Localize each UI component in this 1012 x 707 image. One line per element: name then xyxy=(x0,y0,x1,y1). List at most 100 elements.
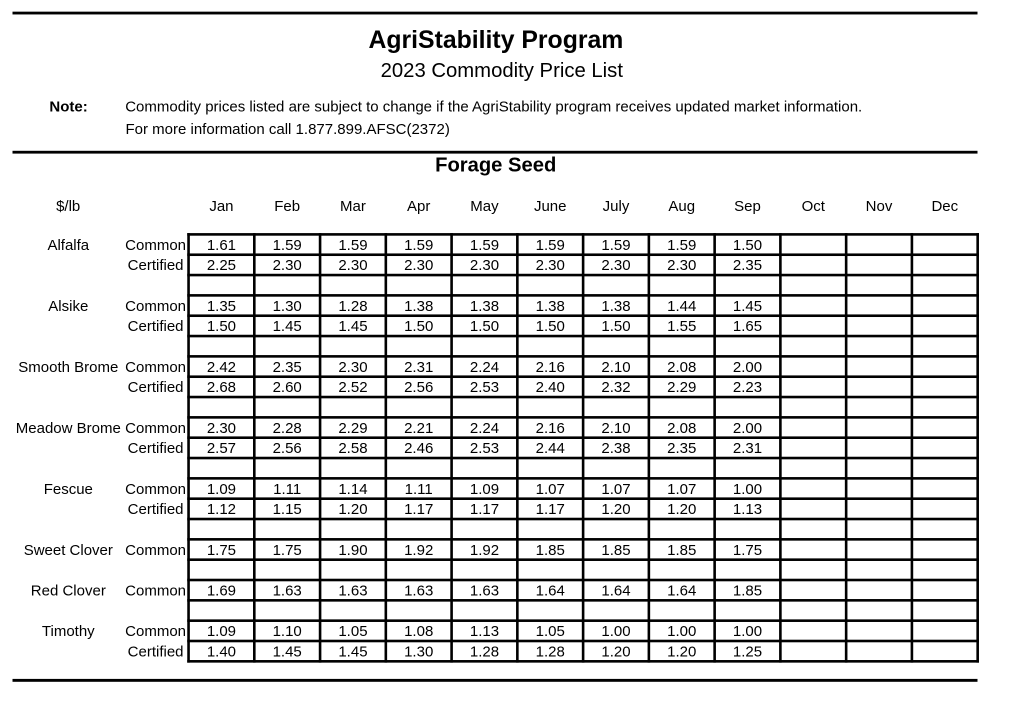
svg-text:Certified: Certified xyxy=(128,440,184,457)
svg-text:2.24: 2.24 xyxy=(470,420,499,437)
svg-text:1.45: 1.45 xyxy=(733,298,762,315)
svg-text:2.30: 2.30 xyxy=(338,257,367,274)
svg-text:2.57: 2.57 xyxy=(207,440,236,457)
svg-text:Common: Common xyxy=(125,359,186,376)
svg-text:Oct: Oct xyxy=(802,198,826,215)
svg-text:1.75: 1.75 xyxy=(273,542,302,559)
svg-text:1.13: 1.13 xyxy=(733,501,762,518)
svg-text:1.20: 1.20 xyxy=(601,501,630,518)
svg-text:1.38: 1.38 xyxy=(536,298,565,315)
svg-text:1.59: 1.59 xyxy=(536,237,565,254)
svg-text:2.25: 2.25 xyxy=(207,257,236,274)
svg-text:2.40: 2.40 xyxy=(536,379,565,396)
svg-text:1.09: 1.09 xyxy=(470,481,499,498)
svg-text:1.45: 1.45 xyxy=(273,643,302,660)
svg-text:1.92: 1.92 xyxy=(470,542,499,559)
svg-text:1.13: 1.13 xyxy=(470,623,499,640)
svg-text:Smooth Brome: Smooth Brome xyxy=(18,359,118,376)
svg-text:2.29: 2.29 xyxy=(338,420,367,437)
svg-text:Certified: Certified xyxy=(128,643,184,660)
svg-text:2.21: 2.21 xyxy=(404,420,433,437)
svg-text:2.53: 2.53 xyxy=(470,440,499,457)
svg-text:1.17: 1.17 xyxy=(470,501,499,518)
svg-text:1.17: 1.17 xyxy=(536,501,565,518)
svg-text:1.45: 1.45 xyxy=(338,643,367,660)
svg-text:2.10: 2.10 xyxy=(601,359,630,376)
svg-text:1.63: 1.63 xyxy=(338,582,367,599)
svg-text:1.09: 1.09 xyxy=(207,623,236,640)
svg-text:Sep: Sep xyxy=(734,198,761,215)
svg-text:Red Clover: Red Clover xyxy=(31,582,106,599)
svg-text:1.40: 1.40 xyxy=(207,643,236,660)
svg-text:2.24: 2.24 xyxy=(470,359,499,376)
svg-text:Common: Common xyxy=(125,481,186,498)
svg-text:1.20: 1.20 xyxy=(667,643,696,660)
svg-text:1.44: 1.44 xyxy=(667,298,696,315)
svg-text:Common: Common xyxy=(125,298,186,315)
svg-text:2.30: 2.30 xyxy=(273,257,302,274)
svg-text:1.64: 1.64 xyxy=(667,582,696,599)
svg-text:2.46: 2.46 xyxy=(404,440,433,457)
svg-text:2.30: 2.30 xyxy=(667,257,696,274)
svg-text:Alsike: Alsike xyxy=(48,298,88,315)
svg-text:1.59: 1.59 xyxy=(338,237,367,254)
svg-text:2.35: 2.35 xyxy=(667,440,696,457)
svg-text:2.31: 2.31 xyxy=(404,359,433,376)
svg-text:Certified: Certified xyxy=(128,501,184,518)
svg-text:2.56: 2.56 xyxy=(273,440,302,457)
svg-text:2.56: 2.56 xyxy=(404,379,433,396)
svg-text:1.10: 1.10 xyxy=(273,623,302,640)
svg-text:1.38: 1.38 xyxy=(601,298,630,315)
svg-text:2.31: 2.31 xyxy=(733,440,762,457)
svg-text:2.00: 2.00 xyxy=(733,359,762,376)
svg-text:1.05: 1.05 xyxy=(338,623,367,640)
svg-text:1.64: 1.64 xyxy=(536,582,565,599)
svg-text:1.59: 1.59 xyxy=(404,237,433,254)
svg-text:2.30: 2.30 xyxy=(470,257,499,274)
svg-text:2.60: 2.60 xyxy=(273,379,302,396)
svg-text:2.00: 2.00 xyxy=(733,420,762,437)
svg-text:2023 Commodity Price List: 2023 Commodity Price List xyxy=(381,60,624,82)
svg-text:1.45: 1.45 xyxy=(273,318,302,335)
svg-text:$/lb: $/lb xyxy=(56,198,80,215)
svg-text:1.65: 1.65 xyxy=(733,318,762,335)
svg-text:2.32: 2.32 xyxy=(601,379,630,396)
svg-text:Mar: Mar xyxy=(340,198,366,215)
svg-text:1.00: 1.00 xyxy=(733,623,762,640)
svg-text:1.00: 1.00 xyxy=(733,481,762,498)
svg-text:July: July xyxy=(603,198,630,215)
svg-text:1.50: 1.50 xyxy=(601,318,630,335)
svg-text:1.08: 1.08 xyxy=(404,623,433,640)
svg-text:Jan: Jan xyxy=(209,198,233,215)
svg-text:2.30: 2.30 xyxy=(338,359,367,376)
svg-text:2.16: 2.16 xyxy=(536,359,565,376)
svg-text:May: May xyxy=(470,198,499,215)
svg-text:1.38: 1.38 xyxy=(404,298,433,315)
svg-text:Apr: Apr xyxy=(407,198,430,215)
svg-text:June: June xyxy=(534,198,567,215)
svg-text:Timothy: Timothy xyxy=(42,623,95,640)
svg-text:1.14: 1.14 xyxy=(338,481,367,498)
svg-text:Alfalfa: Alfalfa xyxy=(47,237,89,254)
svg-text:Common: Common xyxy=(125,582,186,599)
svg-text:1.11: 1.11 xyxy=(273,481,301,498)
svg-text:2.08: 2.08 xyxy=(667,420,696,437)
svg-text:1.59: 1.59 xyxy=(273,237,302,254)
svg-text:1.50: 1.50 xyxy=(404,318,433,335)
svg-text:AgriStability Program: AgriStability Program xyxy=(368,27,623,54)
svg-text:1.75: 1.75 xyxy=(207,542,236,559)
svg-text:Certified: Certified xyxy=(128,257,184,274)
svg-text:1.75: 1.75 xyxy=(733,542,762,559)
svg-text:2.52: 2.52 xyxy=(338,379,367,396)
svg-text:1.85: 1.85 xyxy=(667,542,696,559)
svg-text:Sweet Clover: Sweet Clover xyxy=(24,542,113,559)
svg-text:1.25: 1.25 xyxy=(733,643,762,660)
svg-text:Nov: Nov xyxy=(866,198,893,215)
svg-text:1.63: 1.63 xyxy=(273,582,302,599)
svg-text:1.07: 1.07 xyxy=(536,481,565,498)
svg-text:1.20: 1.20 xyxy=(667,501,696,518)
svg-text:1.85: 1.85 xyxy=(536,542,565,559)
svg-text:1.59: 1.59 xyxy=(667,237,696,254)
svg-text:1.15: 1.15 xyxy=(273,501,302,518)
svg-text:2.23: 2.23 xyxy=(733,379,762,396)
